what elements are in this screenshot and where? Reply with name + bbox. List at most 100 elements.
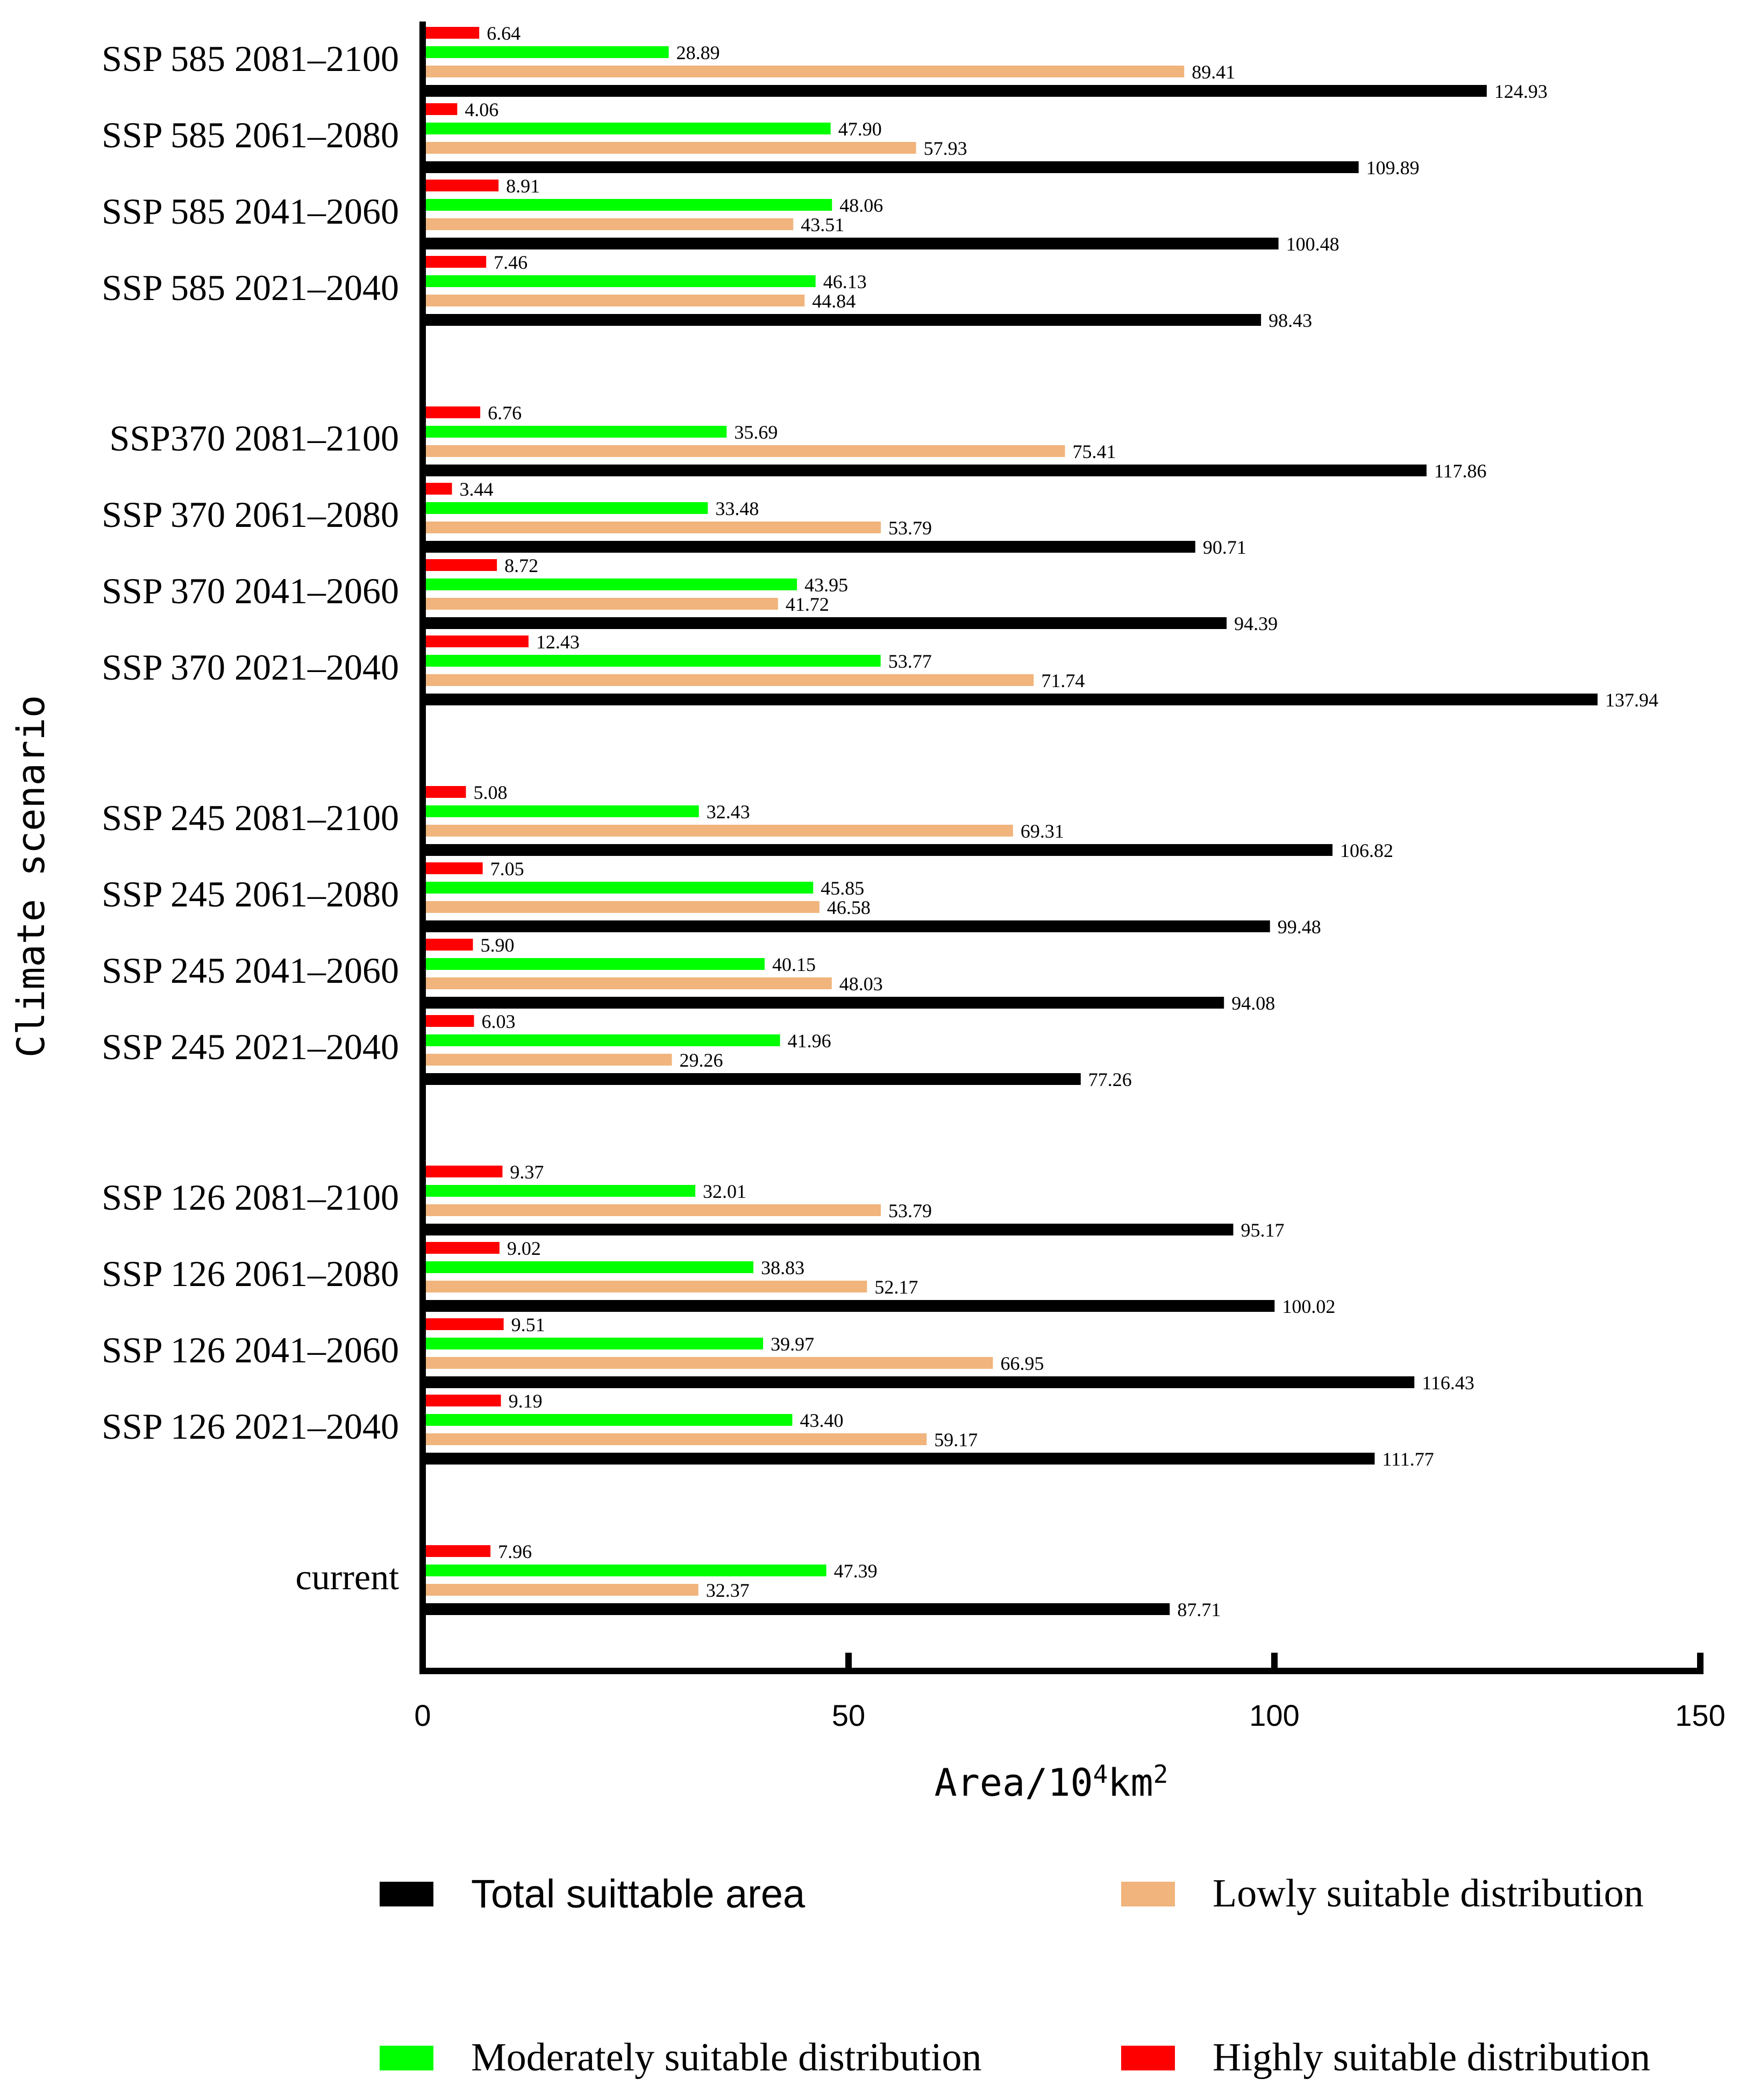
category-labels: SSP 585 2081–2100 SSP 585 2061–2080 SSP 58… [102,38,399,1597]
bar [423,1453,1375,1465]
bar [423,406,481,418]
data-label: 32.01 [703,1181,746,1202]
category-label: SSP 585 2061–2080 [102,115,399,155]
data-label: 48.06 [839,195,883,216]
bar [423,1395,501,1406]
bar [423,939,473,951]
data-label: 3.44 [459,478,493,500]
category-label: SSP 245 2081–2100 [102,797,399,838]
bar [423,578,797,590]
data-label: 9.02 [507,1238,541,1259]
data-label: 7.96 [498,1541,532,1562]
bar [423,1318,504,1330]
bar [423,295,805,306]
legend-swatch-highly [1121,2045,1175,2070]
bar [423,66,1185,77]
category-label: SSP 585 2081–2100 [102,38,399,79]
bar [423,1242,500,1254]
bar [423,1166,503,1177]
data-label: 99.48 [1278,916,1321,938]
data-label: 137.94 [1605,689,1658,711]
data-label: 46.58 [827,897,871,918]
category-label: SSP 585 2041–2060 [102,191,399,232]
data-label: 71.74 [1041,670,1085,691]
legend-swatch-lowly [1121,1881,1175,1906]
bar [423,901,819,913]
bar [423,635,529,647]
legend-swatch-moderately [380,2045,433,2070]
category-label: SSP 126 2081–2100 [102,1177,399,1218]
bar [423,1073,1081,1085]
data-label: 100.02 [1282,1296,1335,1317]
bar [423,674,1034,686]
data-label: 77.26 [1088,1069,1132,1090]
bar [423,314,1262,326]
bar [423,958,765,970]
bar [423,1414,793,1426]
data-label: 43.51 [801,214,844,235]
category-label: SSP370 2081–2100 [110,418,399,459]
bar [423,920,1270,932]
data-label: 7.05 [490,858,524,880]
x-tick-label: 50 [832,1698,865,1732]
data-label: 5.90 [480,934,514,956]
data-label: 9.51 [511,1314,545,1335]
data-label: 38.83 [761,1257,804,1278]
bar [423,275,816,287]
y-axis-title: Climate scenario [9,695,53,1058]
bar [423,123,831,134]
bar [423,1015,474,1027]
bar [423,1357,993,1369]
bar [423,27,480,39]
data-label: 89.41 [1192,61,1235,83]
data-label: 41.72 [786,594,829,615]
data-label: 4.06 [465,99,498,120]
data-label: 66.95 [1000,1353,1044,1374]
data-label: 6.76 [488,402,522,424]
category-label: SSP 245 2021–2040 [102,1026,399,1067]
legend-swatch-total [380,1881,433,1906]
data-label: 111.77 [1382,1448,1434,1470]
data-label: 116.43 [1422,1372,1474,1394]
bar [423,825,1013,837]
x-axis-title-sup1: 4 [1093,1760,1108,1789]
bar [423,1281,867,1292]
data-label: 33.48 [715,498,759,519]
bar [423,238,1279,249]
data-label: 29.26 [679,1049,723,1071]
data-label: 94.08 [1231,992,1275,1014]
category-label: SSP 370 2061–2080 [102,494,399,535]
data-label: 46.13 [823,271,867,292]
data-label: 35.69 [734,422,778,443]
data-label: 43.40 [800,1410,843,1431]
legend-item-lowly: Lowly suitable distribution [1121,1871,1644,1917]
data-label: 87.71 [1177,1599,1221,1620]
bar [423,465,1427,476]
data-label: 39.97 [771,1333,814,1355]
bar [423,559,497,571]
bar [423,997,1224,1009]
data-label: 12.43 [536,631,580,653]
bar [423,180,499,191]
bar [423,598,778,610]
bar [423,862,483,874]
bar [423,617,1227,629]
data-label: 90.71 [1203,537,1246,558]
data-label: 117.86 [1434,460,1487,482]
bar [423,445,1065,457]
data-label: 69.31 [1021,820,1064,842]
data-label: 47.90 [838,118,882,140]
legend-label-lowly: Lowly suitable distribution [1213,1872,1644,1916]
category-label: SSP 126 2041–2060 [102,1330,399,1370]
bar [423,786,466,798]
data-label: 53.79 [888,517,932,539]
data-label: 8.91 [506,175,540,197]
bar [423,1034,780,1046]
data-label: 53.79 [888,1200,932,1222]
bar [423,694,1598,705]
bar [423,522,881,533]
x-axis-title-base: Area/10 [935,1761,1093,1805]
legend-label-highly: Highly suitable distribution [1213,2035,1650,2080]
data-label: 28.89 [676,42,720,63]
bar [423,256,487,268]
